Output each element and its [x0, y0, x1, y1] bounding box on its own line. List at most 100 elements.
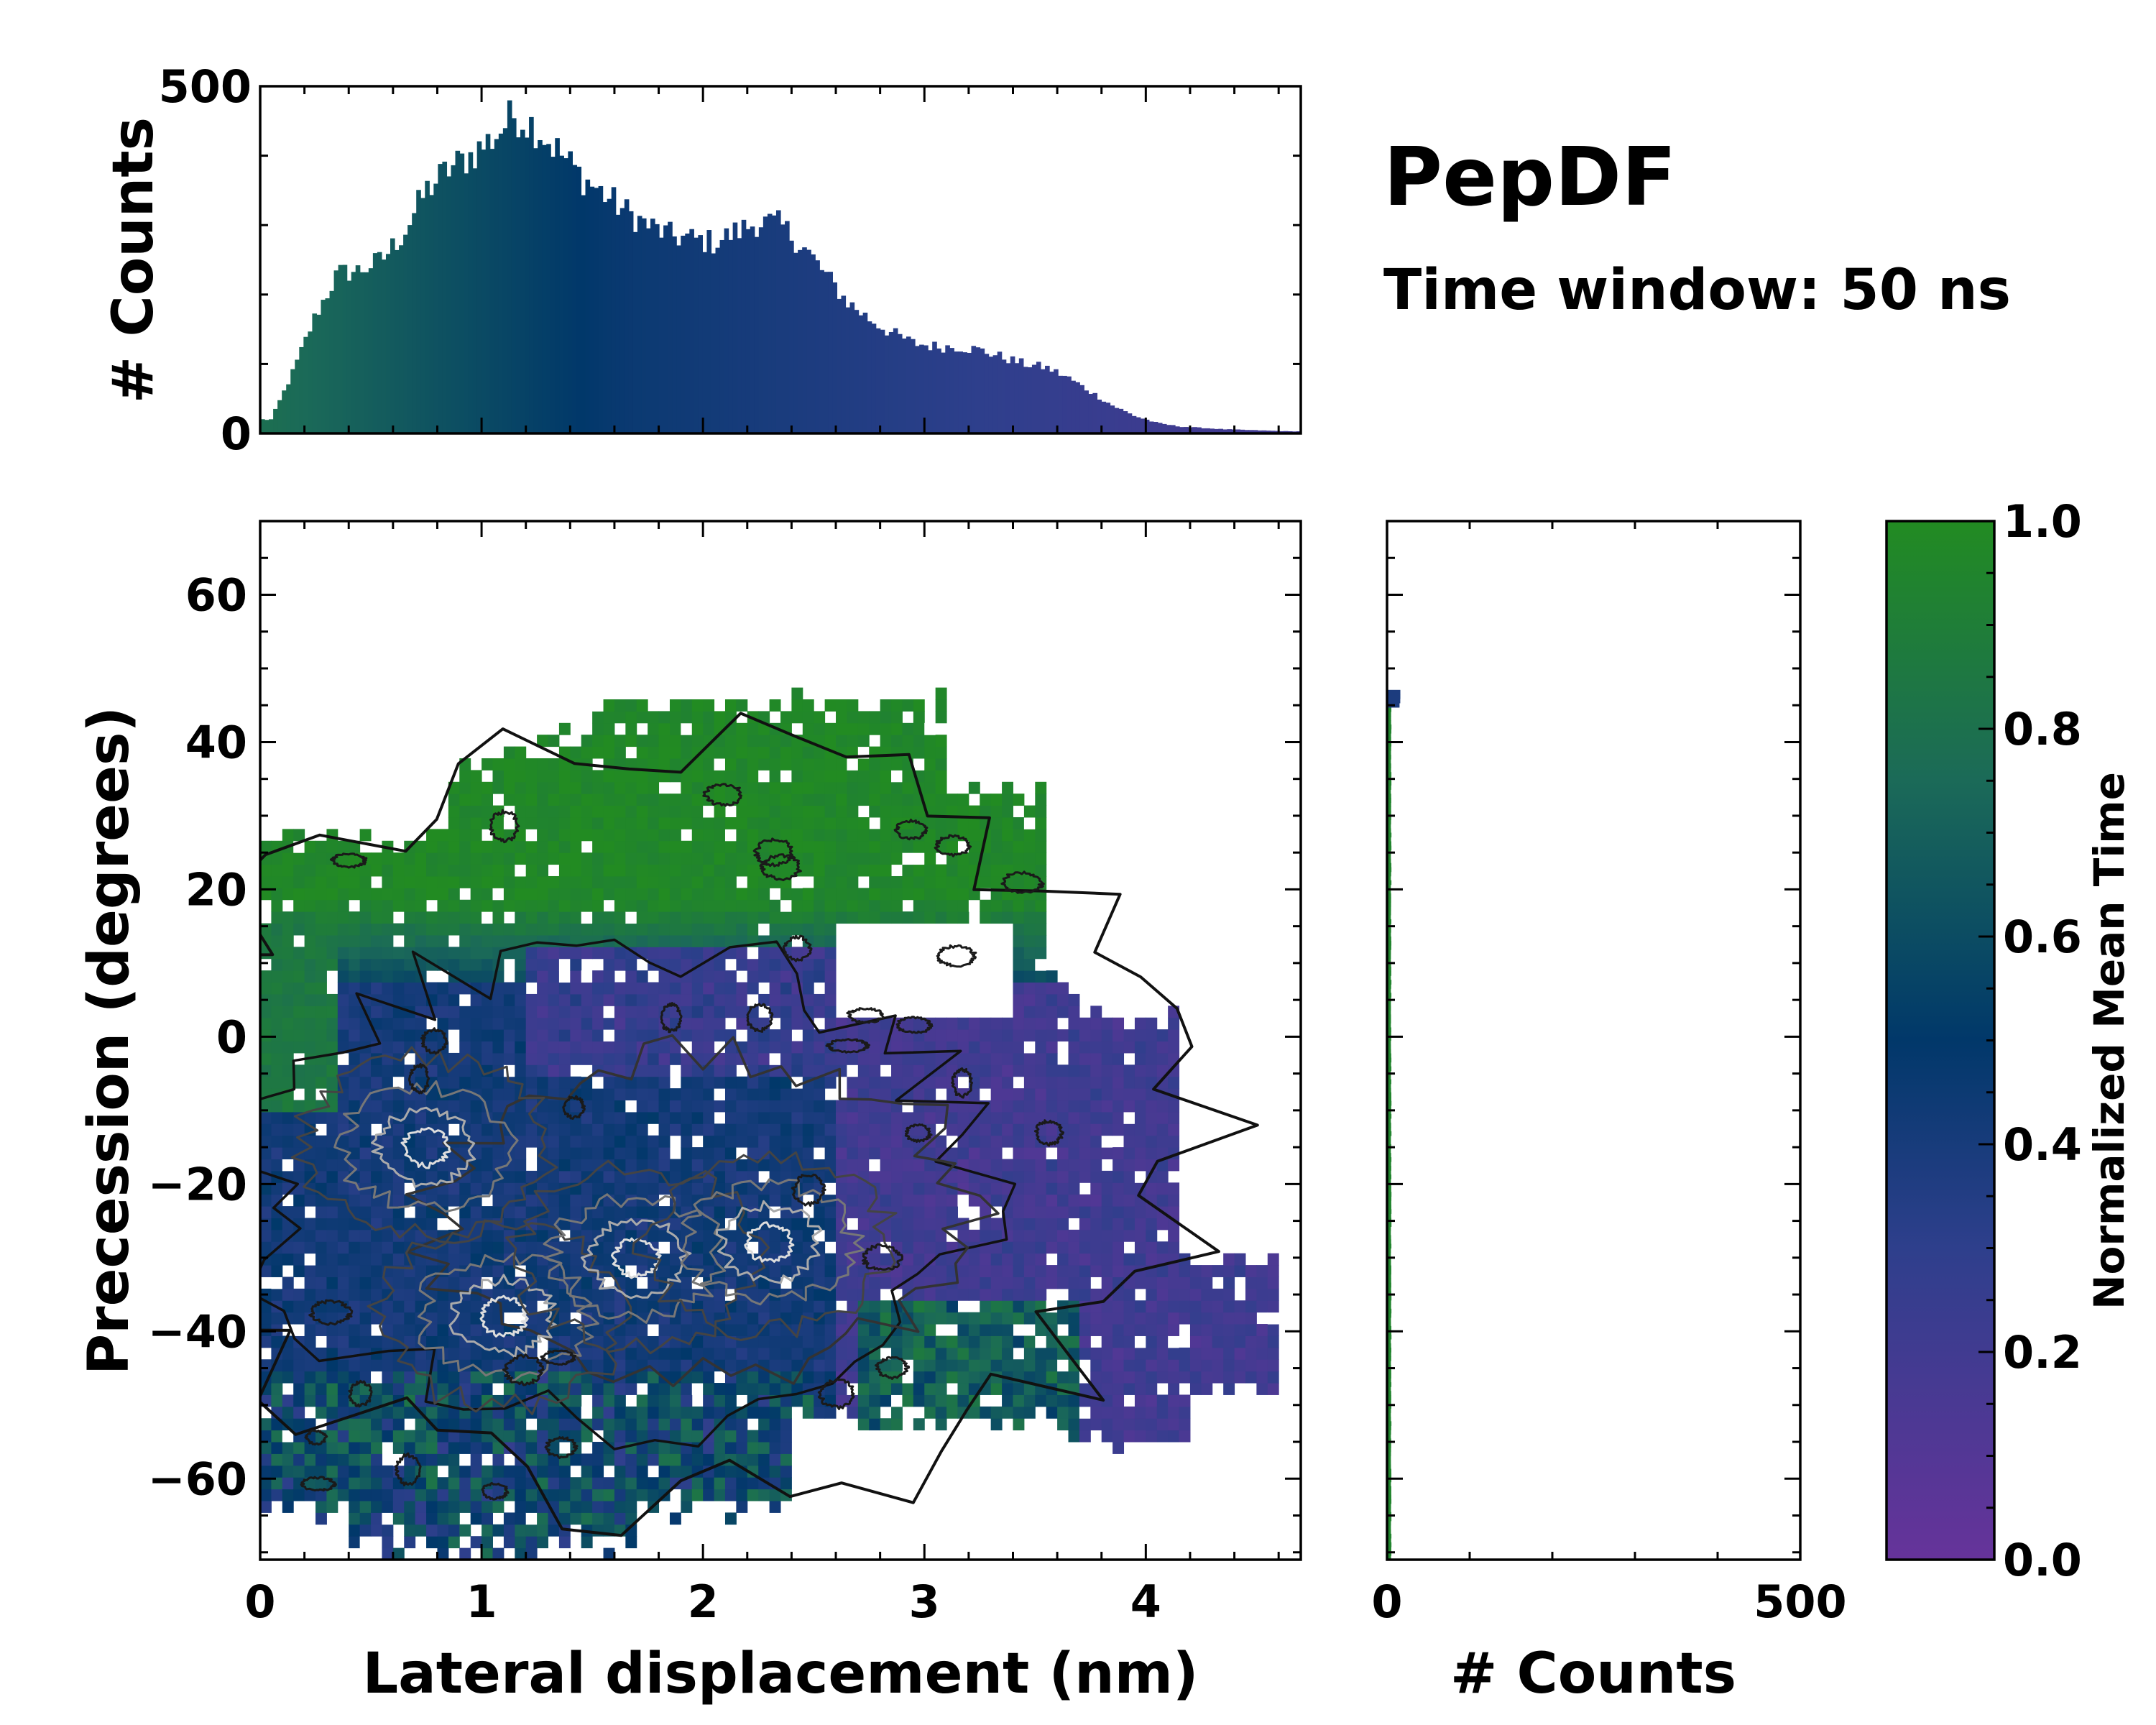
heatmap-cell	[426, 1442, 438, 1454]
heatmap-cell	[1201, 1383, 1213, 1395]
heatmap-cell	[304, 1489, 316, 1501]
heatmap-cell	[703, 1418, 715, 1431]
heatmap-cell	[946, 1206, 958, 1218]
heatmap-cell	[371, 970, 382, 983]
heatmap-cell	[503, 1300, 515, 1313]
heatmap-cell	[836, 1147, 847, 1159]
heatmap-cell	[1123, 1135, 1135, 1148]
heatmap-cell	[392, 958, 405, 971]
top-histogram-bar	[837, 298, 842, 433]
heatmap-cell	[935, 711, 947, 724]
heatmap-cell	[1023, 1335, 1036, 1348]
top-histogram-bar	[472, 168, 478, 434]
heatmap-cell	[836, 758, 847, 770]
heatmap-cell	[913, 1288, 925, 1301]
heatmap-cell	[736, 1029, 748, 1042]
heatmap-cell	[426, 934, 438, 947]
heatmap-cell	[614, 888, 626, 901]
heatmap-cell	[691, 1159, 704, 1172]
heatmap-cell	[515, 1501, 527, 1513]
heatmap-cell	[470, 1489, 482, 1501]
heatmap-cell	[558, 899, 571, 912]
heatmap-cell	[492, 1041, 505, 1054]
heatmap-cell	[1156, 1218, 1169, 1230]
heatmap-cell	[1023, 911, 1036, 924]
heatmap-cell	[437, 1241, 449, 1254]
heatmap-cell	[691, 1453, 704, 1466]
top-histogram-bar	[615, 214, 621, 433]
heatmap-cell	[614, 1265, 626, 1277]
heatmap-cell	[448, 1501, 460, 1513]
heatmap-cell	[537, 1017, 549, 1030]
heatmap-cell	[459, 1076, 471, 1089]
heatmap-cell	[648, 934, 660, 947]
heatmap-cell	[724, 1170, 737, 1183]
heatmap-cell	[359, 1430, 372, 1443]
heatmap-cell	[1023, 1041, 1036, 1054]
heatmap-cell	[1023, 934, 1036, 947]
heatmap-cell	[603, 993, 615, 1006]
heatmap-cell	[691, 829, 704, 842]
heatmap-cell	[625, 1135, 637, 1148]
heatmap-cell	[459, 1453, 471, 1466]
contour-line	[610, 1237, 662, 1279]
heatmap-cell	[592, 1170, 604, 1183]
heatmap-cell	[736, 1159, 748, 1172]
heatmap-cell	[492, 1383, 505, 1395]
heatmap-cell	[459, 794, 471, 806]
heatmap-cell	[869, 888, 881, 901]
heatmap-cell	[448, 1276, 460, 1289]
heatmap-cell	[503, 1076, 515, 1089]
top-histogram-bar	[880, 329, 885, 433]
heatmap-cell	[780, 970, 792, 983]
heatmap-cell	[636, 816, 648, 829]
heatmap-cell	[1013, 829, 1025, 842]
heatmap-cell	[525, 1536, 538, 1549]
heatmap-cell	[869, 1288, 881, 1301]
heatmap-cell	[891, 758, 903, 770]
heatmap-cell	[382, 1383, 394, 1395]
heatmap-cell	[315, 1253, 327, 1266]
heatmap-cell	[581, 1218, 593, 1230]
heatmap-cell	[736, 1312, 748, 1325]
heatmap-cell	[482, 1265, 493, 1277]
heatmap-cell	[525, 805, 538, 818]
heatmap-cell	[548, 911, 560, 924]
heatmap-cell	[780, 1300, 792, 1313]
heatmap-cell	[1035, 1371, 1047, 1384]
heatmap-cell	[1189, 1383, 1202, 1395]
heatmap-cell	[515, 1359, 527, 1372]
heatmap-cell	[869, 1324, 881, 1336]
heatmap-cell	[957, 816, 969, 829]
heatmap-cell	[359, 1288, 372, 1301]
top-histogram-bar	[954, 351, 959, 433]
heatmap-cell	[648, 781, 660, 794]
heatmap-cell	[681, 1147, 693, 1159]
heatmap-cell	[337, 1383, 349, 1395]
heatmap-cell	[1189, 1335, 1202, 1348]
heatmap-cell	[426, 1064, 438, 1077]
heatmap-cell	[1223, 1383, 1235, 1395]
heatmap-cell	[1013, 899, 1025, 912]
heatmap-cell	[913, 1300, 925, 1313]
heatmap-cell	[857, 852, 870, 865]
heatmap-cell	[935, 864, 947, 877]
heatmap-cell	[603, 1512, 615, 1525]
heatmap-cell	[581, 875, 593, 888]
heatmap-cell	[1013, 1359, 1025, 1372]
heatmap-cell	[1002, 1265, 1013, 1277]
heatmap-cell	[990, 1347, 1003, 1360]
heatmap-cell	[724, 1394, 737, 1407]
heatmap-cell	[780, 770, 792, 783]
heatmap-cell	[570, 875, 582, 888]
heatmap-cell	[1090, 1041, 1102, 1054]
heatmap-cell	[869, 1100, 881, 1113]
heatmap-cell	[847, 888, 859, 901]
heatmap-cell	[935, 1218, 947, 1230]
heatmap-cell	[802, 829, 814, 842]
heatmap-cell	[1189, 1312, 1202, 1325]
heatmap-cell	[814, 1324, 826, 1336]
heatmap-cell	[836, 1347, 847, 1360]
heatmap-cell	[548, 1442, 560, 1454]
heatmap-cell	[614, 982, 626, 995]
